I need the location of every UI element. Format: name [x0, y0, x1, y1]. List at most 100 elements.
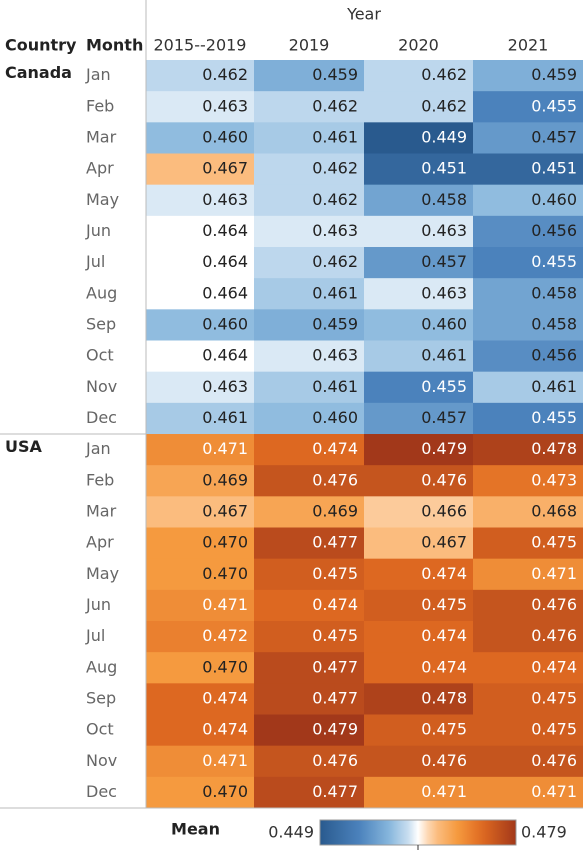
- month-label: Jan: [85, 65, 111, 84]
- cell: [254, 465, 364, 497]
- value-label: 0.475: [421, 720, 467, 739]
- value-label: 0.478: [421, 688, 467, 707]
- value-label: 0.474: [421, 626, 467, 645]
- value-label: 0.460: [312, 408, 358, 427]
- cell: [473, 465, 583, 497]
- column-header: 2015--2019: [154, 36, 247, 55]
- value-label: 0.460: [202, 314, 248, 333]
- value-label: 0.474: [202, 688, 248, 707]
- value-label: 0.474: [531, 657, 577, 676]
- cell: [364, 153, 473, 186]
- value-label: 0.475: [421, 595, 467, 614]
- cell: [473, 153, 583, 186]
- value-label: 0.461: [312, 377, 358, 396]
- value-label: 0.473: [531, 470, 577, 489]
- value-label: 0.477: [312, 657, 358, 676]
- month-label: Oct: [86, 720, 114, 739]
- value-label: 0.471: [202, 595, 248, 614]
- cell: [254, 122, 364, 154]
- cell: [364, 496, 473, 528]
- month-label: Aug: [86, 283, 117, 302]
- value-label: 0.462: [312, 190, 358, 209]
- value-label: 0.475: [531, 720, 577, 739]
- cell: [146, 683, 254, 715]
- value-label: 0.471: [202, 439, 248, 458]
- value-label: 0.479: [421, 439, 467, 458]
- cell: [473, 309, 583, 341]
- value-label: 0.449: [421, 127, 467, 146]
- value-label: 0.456: [531, 221, 577, 240]
- cell: [364, 652, 473, 684]
- cell: [254, 745, 364, 778]
- cell: [254, 247, 364, 279]
- value-label: 0.474: [421, 657, 467, 676]
- cell: [473, 527, 583, 560]
- cell: [473, 434, 583, 466]
- value-label: 0.457: [421, 252, 467, 271]
- month-label: Jun: [85, 595, 111, 614]
- month-label: Jan: [85, 439, 111, 458]
- value-label: 0.461: [312, 283, 358, 302]
- cell: [254, 652, 364, 684]
- cell: [473, 371, 583, 404]
- month-label: Nov: [86, 751, 117, 770]
- cell: [146, 309, 254, 341]
- cell: [254, 714, 364, 747]
- cell: [254, 434, 364, 466]
- cell: [364, 309, 473, 341]
- value-label: 0.475: [531, 688, 577, 707]
- cell: [364, 184, 473, 217]
- cell: [473, 91, 583, 123]
- value-label: 0.464: [202, 252, 248, 271]
- value-label: 0.457: [531, 127, 577, 146]
- cell: [254, 184, 364, 217]
- value-label: 0.471: [531, 564, 577, 583]
- cell: [146, 652, 254, 684]
- value-label: 0.471: [531, 782, 577, 801]
- cell: [364, 402, 473, 435]
- value-label: 0.470: [202, 533, 248, 552]
- value-label: 0.472: [202, 626, 248, 645]
- month-label: Nov: [86, 377, 117, 396]
- value-label: 0.464: [202, 221, 248, 240]
- value-label: 0.463: [202, 377, 248, 396]
- month-label: May: [86, 564, 119, 583]
- month-label: May: [86, 190, 119, 209]
- cell: [364, 371, 473, 404]
- cell: [146, 91, 254, 123]
- value-label: 0.460: [421, 314, 467, 333]
- cell: [364, 215, 473, 248]
- cell: [146, 184, 254, 217]
- value-label: 0.461: [531, 377, 577, 396]
- country-label: USA: [5, 437, 43, 456]
- month-label: Apr: [86, 533, 114, 552]
- cell: [146, 215, 254, 248]
- cell: [146, 527, 254, 560]
- value-label: 0.469: [312, 501, 358, 520]
- month-label: Jul: [85, 252, 105, 271]
- cell: [254, 621, 364, 653]
- value-label: 0.476: [312, 470, 358, 489]
- cell: [146, 496, 254, 528]
- cell: [146, 558, 254, 591]
- cell: [473, 776, 583, 809]
- cell: [473, 558, 583, 591]
- cell: [146, 60, 254, 92]
- value-label: 0.455: [531, 252, 577, 271]
- cell: [254, 309, 364, 341]
- value-label: 0.458: [421, 190, 467, 209]
- cell: [146, 247, 254, 279]
- value-label: 0.461: [312, 127, 358, 146]
- value-label: 0.474: [202, 720, 248, 739]
- cell: [146, 278, 254, 310]
- cell: [473, 215, 583, 248]
- cell: [473, 340, 583, 373]
- cell: [254, 278, 364, 310]
- cell: [364, 683, 473, 715]
- value-label: 0.451: [421, 159, 467, 178]
- cell: [473, 496, 583, 528]
- row-title: Country: [5, 36, 77, 55]
- cell: [146, 621, 254, 653]
- cell: [364, 247, 473, 279]
- legend-min: 0.449: [268, 823, 314, 842]
